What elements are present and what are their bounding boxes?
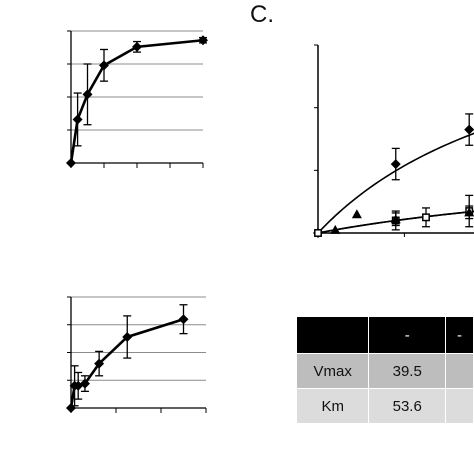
table-cell: 39.5 [368,353,447,389]
chart-atpase-kinetics [313,44,474,238]
data-point [72,114,83,125]
table-header-cell [295,316,370,354]
chart-rad17-inhibition [66,296,207,413]
table-cell: 53.6 [368,388,447,424]
data-point [82,89,93,100]
data-point [99,60,109,71]
kinetics-table: - - Vmax 39.5 Km 53.6 [295,316,474,424]
table-row-label: Km [295,388,370,424]
table-header-row: - - [295,316,474,354]
data-point [66,403,76,413]
data-point [464,124,474,135]
table-cell [445,388,474,424]
data-point [422,213,430,222]
table-row: Vmax 39.5 [295,353,474,389]
fit-curve [317,132,474,234]
data-point [198,35,208,46]
data-point [122,331,133,342]
panel-c-letter: C. [250,1,274,28]
table-cell [445,353,474,389]
table-row: Km 53.6 [295,388,474,424]
data-point [390,214,401,224]
data-point [330,224,341,234]
table-header-cell: - [445,316,474,354]
table-row-label: Vmax [295,353,370,389]
data-point [79,378,90,389]
series-line [69,38,204,164]
data-point [178,314,189,325]
chart-p53-inhibition [66,30,208,168]
data-point [132,41,142,52]
data-point [314,229,322,237]
data-point [94,358,105,369]
data-point [464,207,474,217]
data-point [351,209,362,219]
table-header-cell: - [368,316,447,354]
data-point [390,159,401,170]
data-point [66,158,76,168]
